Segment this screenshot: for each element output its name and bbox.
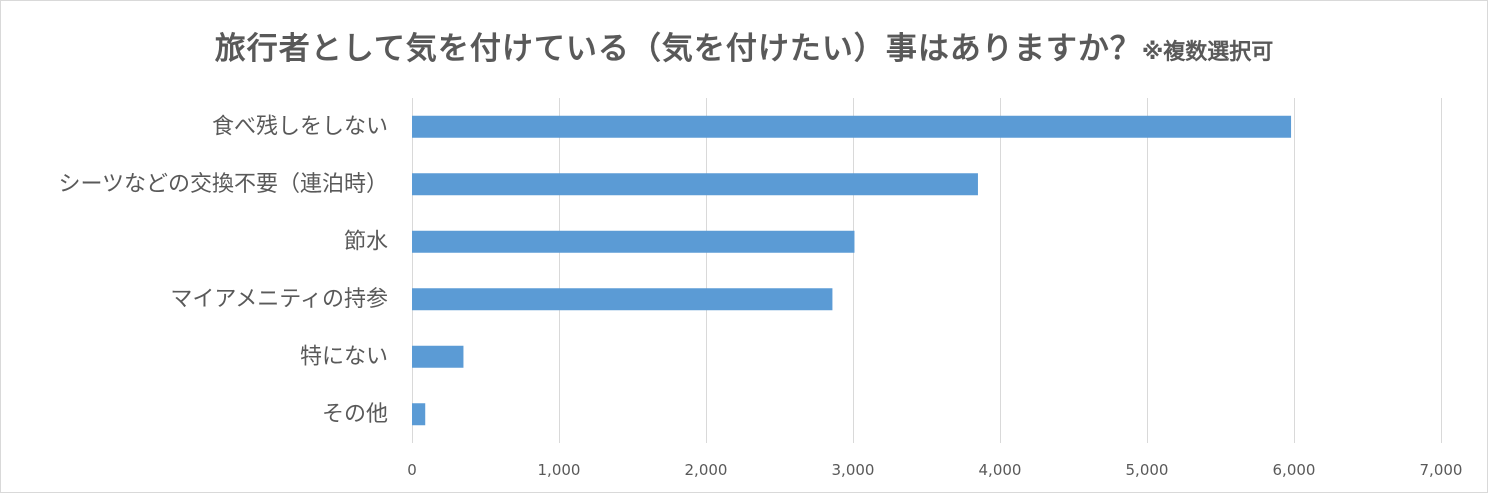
bar [412, 230, 855, 253]
bar [412, 173, 978, 196]
x-tick-label: 0 [407, 461, 417, 479]
x-tick-label: 4,000 [979, 461, 1022, 479]
x-tick-label: 1,000 [538, 461, 581, 479]
x-tick-label: 7,000 [1420, 461, 1463, 479]
chart-title-main: 旅行者として気を付けている（気を付けたい）事はありますか？ [214, 31, 1142, 67]
bar [412, 403, 426, 426]
category-label: 節水 [344, 229, 388, 254]
bar [412, 288, 833, 311]
category-label: マイアメニティの持参 [170, 287, 388, 312]
bar [412, 345, 464, 368]
chart-subtitle: ※複数選択可 [1141, 40, 1274, 65]
category-label: シーツなどの交換不要（連泊時） [58, 172, 388, 197]
category-label: 食べ残しをしない [212, 114, 388, 139]
x-tick-label: 2,000 [685, 461, 728, 479]
chart-title: 旅行者として気を付けている（気を付けたい）事はありますか？※複数選択可 [1, 23, 1487, 68]
x-tick-label: 5,000 [1126, 461, 1169, 479]
bar [412, 115, 1292, 138]
category-label: 特にない [300, 344, 388, 369]
x-tick-label: 6,000 [1273, 461, 1316, 479]
category-label: その他 [322, 402, 388, 427]
x-tick-label: 3,000 [832, 461, 875, 479]
